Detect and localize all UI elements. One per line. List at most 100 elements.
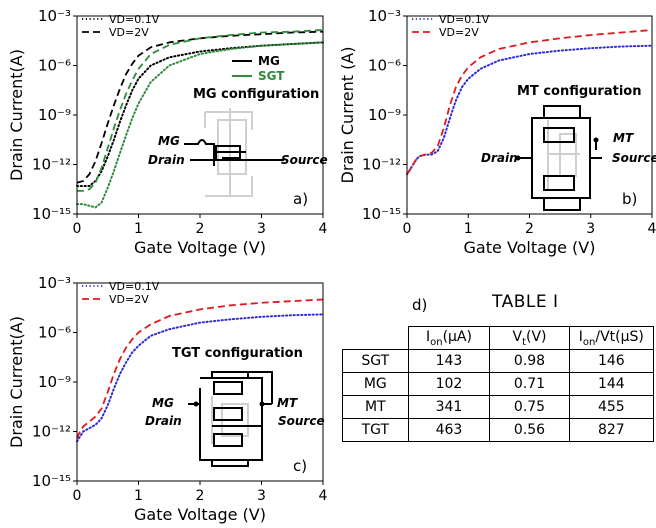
x-tick-label: 2	[525, 221, 534, 237]
plot-frame	[406, 15, 653, 215]
table-cell: 0.56	[489, 418, 570, 442]
schematic-grey	[547, 120, 580, 190]
x-tick-label: 4	[319, 221, 328, 237]
panel-label: a)	[293, 190, 308, 208]
schematic-label-drain: Drain	[148, 153, 185, 167]
header-ion: Ion(µA)	[407, 326, 491, 350]
schematic-label-source: Source	[278, 414, 325, 428]
x-axis-label: Gate Voltage (V)	[464, 238, 596, 257]
schematic-label-mg: MG	[158, 134, 180, 148]
header-vt: Vt(V)	[489, 326, 570, 350]
x-axis-label: Gate Voltage (V)	[134, 238, 266, 257]
table-cell: 827	[568, 418, 655, 442]
x-tick-label: 3	[257, 221, 266, 237]
x-tick-label: 0	[73, 221, 82, 237]
tgt-schematic: TGT configuration MG MT Drain Source	[145, 346, 325, 467]
table-cell: 102	[407, 372, 491, 396]
legend-label: MG	[258, 54, 280, 68]
x-tick-label: 2	[196, 488, 205, 504]
schematic-node	[193, 401, 199, 407]
series-line	[76, 30, 324, 184]
schematic-gate-mid	[213, 407, 243, 421]
legend-label: VD=2V	[109, 26, 149, 39]
schematic-label-mg: MG	[152, 396, 174, 410]
legend-label: VD=0.1V	[109, 280, 160, 293]
header-ion-vt: Ion/Vt(µS)	[568, 326, 655, 350]
header-cell-empty	[342, 326, 409, 350]
table-cell: 0.75	[489, 395, 570, 419]
legend-label: VD=2V	[439, 26, 479, 39]
table-cell: TGT	[342, 418, 409, 442]
y-tick-label: 10⁻⁶	[368, 57, 401, 75]
table-cell: 455	[568, 395, 655, 419]
series-line	[77, 29, 324, 192]
annotation-label: TGT configuration	[172, 346, 303, 361]
x-tick-label: 3	[257, 488, 266, 504]
schematic-lines	[518, 105, 602, 211]
table-cell: MT	[342, 395, 409, 419]
series-line	[406, 29, 653, 175]
y-tick-label: 10⁻⁹	[368, 106, 401, 124]
y-tick-label: 10⁻³	[38, 7, 71, 25]
x-tick-label: 1	[134, 488, 143, 504]
x-tick-label: 2	[196, 221, 205, 237]
table-cell: 144	[568, 372, 655, 396]
table-container: d) TABLE I Ion(µA) Vt(V) Ion/Vt(µS) SGT …	[342, 292, 655, 442]
legend-label: VD=0.1V	[439, 13, 490, 26]
table-cell: SGT	[342, 349, 409, 373]
table-cell: 143	[407, 349, 491, 373]
results-table: Ion(µA) Vt(V) Ion/Vt(µS) SGT 143 0.98 14…	[342, 326, 655, 442]
series-line	[76, 313, 324, 443]
schematic-label-source: Source	[612, 151, 656, 165]
schematic-node	[259, 401, 265, 407]
schematic-lines	[184, 139, 284, 166]
x-tick-label: 1	[464, 221, 473, 237]
y-tick-label: 10⁻¹²	[362, 156, 401, 174]
table-header-row: Ion(µA) Vt(V) Ion/Vt(µS)	[342, 326, 655, 350]
table-row: TGT 463 0.56 827	[342, 418, 655, 442]
x-tick-label: 4	[648, 221, 656, 237]
x-tick-label: 0	[403, 221, 412, 237]
table-cell: 0.71	[489, 372, 570, 396]
table-row: SGT 143 0.98 146	[342, 349, 655, 373]
table-cell: MG	[342, 372, 409, 396]
annotation-label: MG configuration	[193, 87, 319, 102]
y-tick-label: 10⁻¹²	[32, 156, 71, 174]
schematic-label-mt: MT	[613, 131, 634, 145]
y-tick-label: 10⁻⁹	[38, 106, 71, 124]
schematic-node	[515, 155, 521, 161]
y-axis-label: Drain Current(A)	[7, 316, 26, 448]
table-row: MT 341 0.75 455	[342, 395, 655, 419]
legend-label: VD=2V	[109, 293, 149, 306]
schematic-label-source: Source	[281, 153, 328, 167]
schematic-label-drain: Drain	[145, 414, 182, 428]
series-line	[406, 44, 653, 176]
table-cell: 146	[568, 349, 655, 373]
y-tick-label: 10⁻³	[38, 274, 71, 292]
schematic-gate-top	[543, 127, 575, 143]
schematic-gate-bottom	[213, 433, 243, 447]
schematic-gate	[215, 145, 241, 161]
panel-label-d: d)	[412, 296, 428, 314]
x-tick-label: 3	[586, 221, 595, 237]
legend-label: VD=0.1V	[109, 13, 160, 26]
y-tick-label: 10⁻⁹	[38, 373, 71, 391]
panel-label: b)	[622, 190, 637, 208]
schematic-node	[593, 137, 599, 143]
schematic-gate-top	[213, 381, 243, 395]
table-cell: 463	[407, 418, 491, 442]
plot-frame	[76, 15, 324, 215]
annotation-label: MT configuration	[517, 84, 641, 99]
chart-panel-2: MT configuration MT Drain Source VD=0.1VVD=2…	[338, 7, 656, 257]
x-tick-label: 4	[319, 488, 328, 504]
chart-panel-1: MG configuration MG Drain Source VD=0.1VVD=2…	[7, 7, 328, 257]
y-tick-label: 10⁻¹⁵	[362, 205, 401, 223]
mt-schematic: MT configuration MT Drain Source	[481, 84, 656, 211]
schematic-label-drain: Drain	[481, 151, 518, 165]
y-axis-label: Drain Current (A)	[338, 47, 357, 184]
mg-schematic: MG configuration MG Drain Source	[148, 87, 328, 197]
y-tick-label: 10⁻¹²	[32, 423, 71, 441]
y-tick-label: 10⁻³	[368, 7, 401, 25]
table-cell: 0.98	[489, 349, 570, 373]
